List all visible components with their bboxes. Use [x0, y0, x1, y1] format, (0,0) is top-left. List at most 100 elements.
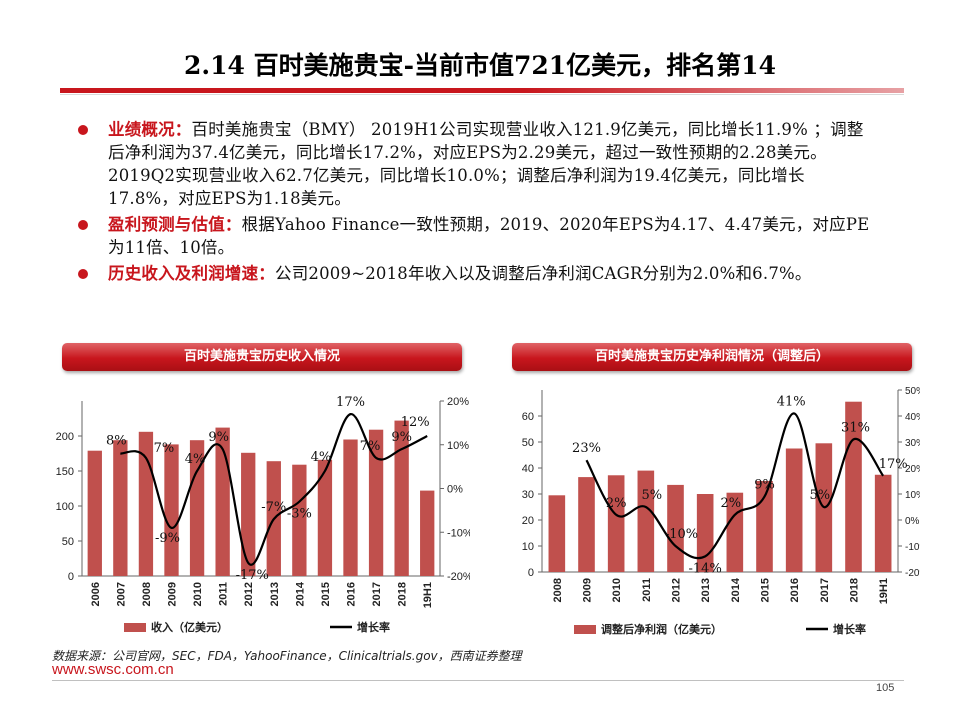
site-url: www.swsc.com.cn	[52, 661, 174, 678]
y-tick-label-right: -10%	[905, 542, 920, 553]
y-tick-label-right: -20%	[447, 571, 470, 583]
bullet-list: 业绩概况：百时美施贵宝（BMY） 2019H1公司实现营业收入121.9亿美元，…	[74, 118, 874, 288]
bullet-forecast: 盈利预测与估值：根据Yahoo Finance一致性预期，2019、2020年E…	[74, 213, 874, 259]
x-tick-label: 2007	[115, 582, 127, 606]
growth-rate-label: 9%	[208, 430, 229, 445]
bar	[607, 475, 625, 572]
bar	[189, 440, 205, 576]
bar	[113, 440, 128, 576]
x-tick-label: 2016	[789, 578, 801, 602]
bullet-text: 公司2009~2018年收入以及调整后净利润CAGR分别为2.0%和6.7%。	[275, 264, 812, 283]
y-tick-label-left: 0	[528, 567, 534, 579]
bar	[696, 494, 714, 572]
x-tick-label: 2010	[192, 582, 204, 606]
bar	[343, 439, 358, 576]
y-tick-label-left: 30	[522, 489, 534, 501]
bullet-text: 百时美施贵宝（BMY） 2019H1公司实现营业收入121.9亿美元，同比增长1…	[108, 120, 864, 208]
y-tick-label-left: 100	[56, 501, 74, 513]
bar	[420, 490, 435, 576]
bar	[368, 429, 384, 576]
x-tick-label: 2014	[730, 577, 742, 602]
y-tick-label-right: -10%	[447, 527, 470, 539]
growth-rate-label: 12%	[401, 415, 430, 430]
bullet-heading: 盈利预测与估值：	[108, 215, 242, 234]
bullet-dot-icon	[78, 125, 88, 135]
bullet-performance: 业绩概况：百时美施贵宝（BMY） 2019H1公司实现营业收入121.9亿美元，…	[74, 118, 874, 210]
x-tick-label: 19H1	[422, 582, 434, 608]
bullet-dot-icon	[78, 269, 88, 279]
y-tick-label-right: 0%	[447, 484, 463, 496]
bar	[164, 444, 179, 576]
y-tick-label-right: 30%	[905, 438, 920, 449]
bar	[292, 464, 307, 576]
x-tick-label: 2006	[90, 582, 102, 606]
bar	[637, 470, 655, 572]
x-tick-label: 2013	[269, 582, 281, 606]
x-tick-label: 2018	[397, 582, 409, 606]
x-tick-label: 2009	[582, 578, 594, 602]
y-tick-label-left: 50	[522, 437, 534, 449]
x-tick-label: 19H1	[878, 578, 890, 604]
footer-divider	[52, 680, 904, 681]
legend-bar-swatch	[574, 625, 596, 634]
x-tick-label: 2011	[218, 582, 230, 606]
growth-rate-label: -14%	[689, 561, 722, 576]
legend-line-label: 增长率	[357, 620, 390, 634]
x-tick-label: 2009	[167, 582, 179, 606]
bar	[394, 420, 409, 576]
bar	[548, 495, 566, 572]
x-tick-label: 2015	[320, 582, 332, 606]
bullet-dot-icon	[78, 220, 88, 230]
profit-chart: 0 10 20 30 40 50 60 -20% -10% 0% 10% 20% 30% 40% 50% 20…	[522, 386, 920, 636]
bar	[874, 474, 892, 572]
growth-rate-label: 7%	[360, 439, 381, 454]
growth-rate-line	[120, 413, 428, 566]
legend-bar-label: 调整后净利润（亿美元）	[601, 622, 722, 636]
y-tick-label-left: 200	[56, 431, 74, 443]
x-tick-label: 2018	[849, 578, 861, 602]
bar	[87, 450, 102, 576]
x-tick-label: 2015	[760, 578, 772, 602]
page-number: 105	[876, 682, 895, 694]
slide-title: 2.14 百时美施贵宝-当前市值721亿美元，排名第14	[184, 51, 776, 80]
legend-bar-label: 收入（亿美元）	[151, 620, 228, 634]
growth-rate-label: 4%	[311, 450, 332, 465]
y-tick-label-left: 40	[522, 463, 534, 475]
growth-rate-label: 2%	[721, 496, 742, 511]
revenue-chart-title: 百时美施贵宝历史收入情况	[62, 343, 462, 371]
growth-rate-label: -17%	[236, 568, 269, 583]
legend-bar-swatch	[124, 623, 146, 632]
bullet-text: 根据Yahoo Finance一致性预期，2019、2020年EPS为4.17、…	[108, 215, 870, 257]
y-tick-label-right: 40%	[905, 412, 920, 423]
growth-rate-label: -9%	[155, 531, 180, 546]
y-tick-label-right: -20%	[905, 568, 920, 579]
y-tick-label-left: 50	[62, 536, 74, 548]
growth-rate-line	[585, 412, 885, 560]
y-tick-label-right: 10%	[905, 490, 920, 501]
profit-chart-title: 百时美施贵宝历史净利润情况（调整后）	[512, 343, 912, 371]
source-note: 数据来源：公司官网，SEC，FDA，YahooFinance，Clinicalt…	[52, 649, 522, 663]
y-tick-label-left: 20	[522, 515, 534, 527]
growth-rate-label: 17%	[879, 457, 908, 472]
y-tick-label-left: 150	[56, 466, 74, 478]
x-tick-label: 2011	[641, 578, 653, 602]
growth-rate-label: 17%	[336, 395, 365, 410]
y-tick-label-left: 60	[522, 411, 534, 423]
bullet-heading: 历史收入及利润增速：	[108, 264, 275, 283]
bar	[578, 477, 595, 572]
x-tick-label: 2008	[552, 578, 564, 602]
x-tick-label: 2012	[671, 578, 683, 602]
bar	[785, 448, 803, 572]
y-tick-label-left: 10	[522, 541, 534, 553]
growth-rate-label: 7%	[154, 441, 175, 456]
title-underline-thin	[60, 94, 904, 95]
growth-rate-label: 23%	[572, 441, 601, 456]
x-tick-label: 2010	[611, 578, 623, 602]
growth-rate-label: 4%	[185, 452, 206, 467]
x-tick-label: 2016	[346, 582, 358, 606]
title-underline	[60, 88, 904, 93]
growth-rate-label: -3%	[287, 507, 312, 522]
bullet-growth: 历史收入及利润增速：公司2009~2018年收入以及调整后净利润CAGR分别为2…	[74, 262, 874, 285]
growth-rate-label: 9%	[754, 478, 775, 493]
growth-rate-label: 2%	[606, 496, 627, 511]
